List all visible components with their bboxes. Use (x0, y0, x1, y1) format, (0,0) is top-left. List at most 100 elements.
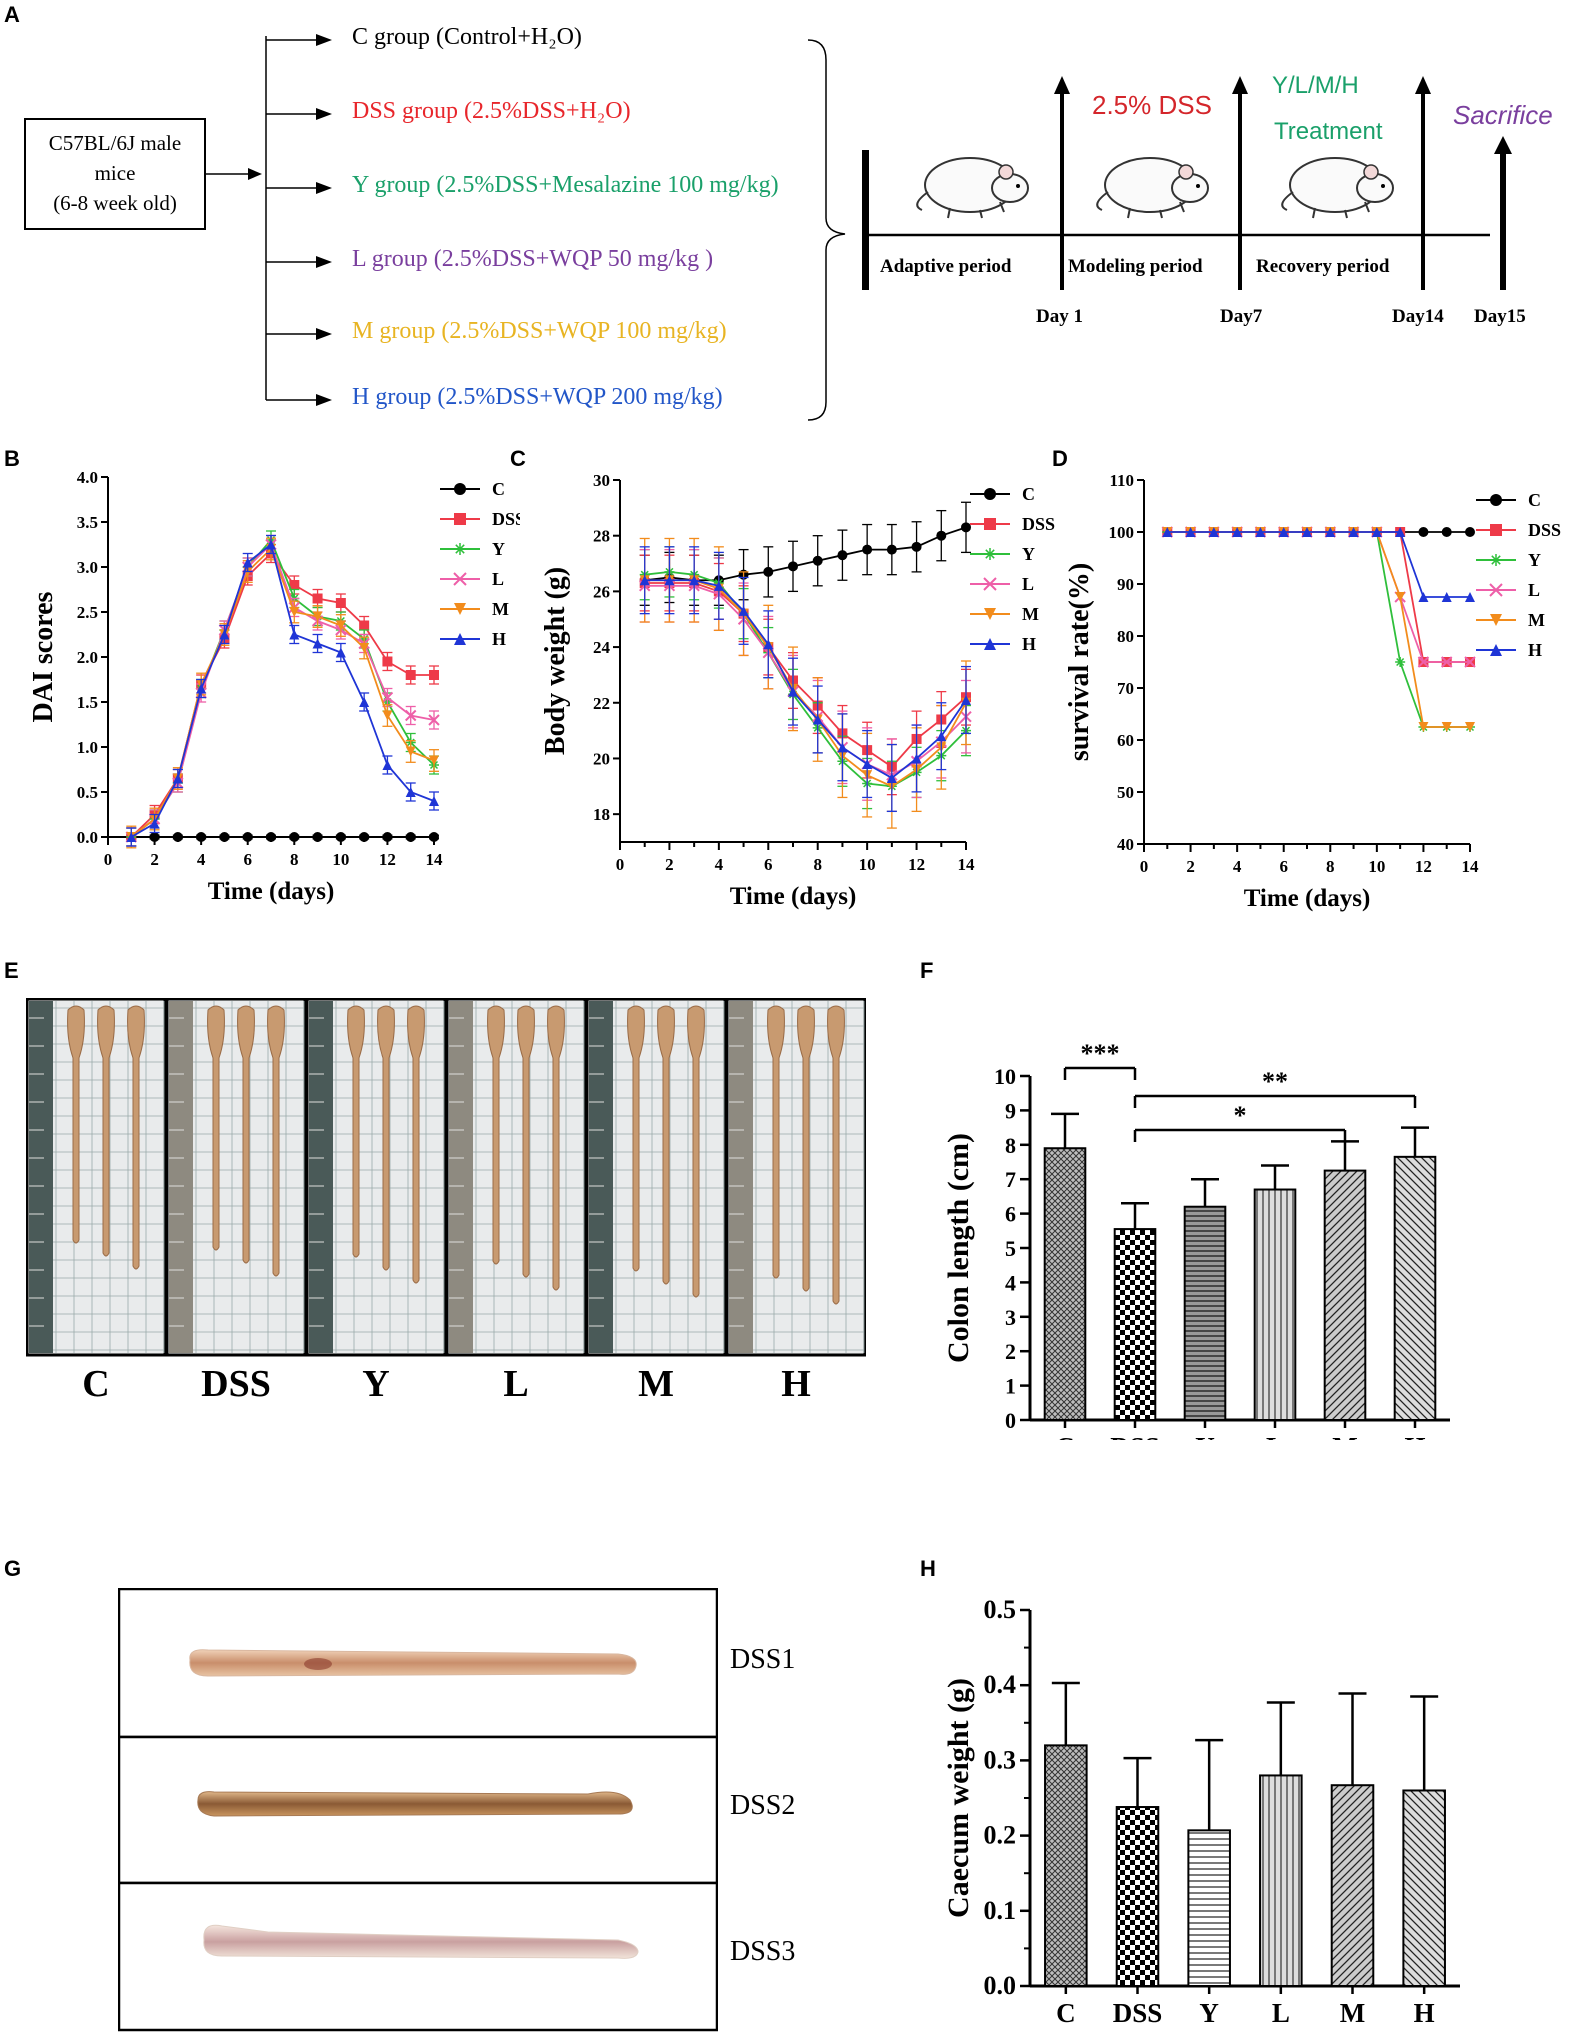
marker-m (429, 755, 439, 766)
series-dss: DSS (1162, 520, 1561, 667)
marker-h (242, 557, 253, 568)
ruler (309, 1001, 333, 1353)
marker-h (936, 731, 947, 742)
study-design-diagram (206, 34, 1512, 421)
series-y: Y (1162, 527, 1541, 732)
colon-specimen (267, 1005, 285, 1277)
y-axis-title: Caecum weight (g) (942, 1678, 975, 1918)
colon-photo-h (725, 998, 866, 1357)
x-tick-label: 4 (715, 855, 724, 874)
marker-c (1418, 527, 1429, 537)
legend-label: Y (1528, 550, 1541, 570)
marker-y (1395, 657, 1406, 667)
series-line (1167, 531, 1470, 598)
colon-specimen (97, 1005, 115, 1257)
marker-m (335, 620, 346, 631)
marker-c (149, 832, 160, 842)
y-tick-label: 3 (1005, 1305, 1016, 1330)
x-tick-label: 10 (1368, 857, 1385, 876)
marker-m (382, 710, 393, 721)
group-label-1: DSS group (2.5%DSS+H₂O) (352, 98, 631, 124)
marker-h (1162, 527, 1173, 537)
colon-specimen (657, 1005, 675, 1285)
y-tick-label: 40 (1117, 835, 1134, 854)
colon-specimen (347, 1005, 365, 1258)
series-l: L (639, 548, 1034, 813)
marker-dss (289, 580, 300, 590)
marker-c (196, 832, 207, 842)
x-tick-label: 0 (1140, 857, 1149, 876)
marker-h (1441, 592, 1452, 602)
marker-m (454, 603, 466, 615)
series-c: C (639, 484, 1035, 606)
marker-l (405, 709, 417, 722)
bar-c (1043, 1147, 1087, 1422)
marker-h (382, 760, 393, 770)
series-dss: DSS (126, 509, 520, 847)
marker-h (1395, 527, 1406, 537)
x-axis-title: Time (days) (730, 883, 857, 910)
marker-dss (312, 593, 323, 604)
colon-specimen (627, 1005, 645, 1272)
y-tick-label: 0.2 (984, 1821, 1017, 1850)
bar-y (1187, 1829, 1231, 1987)
panel-letter-c: C (510, 446, 526, 471)
series-line (644, 579, 967, 780)
marker-c (172, 832, 183, 842)
bar-l (1259, 1774, 1303, 1987)
marker-dss (335, 598, 346, 608)
series-m: M (126, 537, 509, 849)
marker-h (837, 742, 848, 753)
marker-c (219, 832, 230, 842)
mice-box-line1: C57BL/6J male (48, 131, 182, 155)
x-tick-label: DSS (1110, 1432, 1160, 1440)
marker-h (862, 759, 873, 770)
marker-c (788, 561, 798, 572)
marker-dss (359, 620, 370, 631)
x-tick-label: 2 (665, 855, 674, 874)
period-adaptive: Adaptive period (880, 256, 1012, 277)
marker-c (335, 832, 346, 842)
mice-box-line3: (6-8 week old) (53, 191, 177, 215)
y-tick-label: 0.3 (984, 1745, 1017, 1774)
colon-photo-l (445, 998, 587, 1357)
x-tick-label: 10 (859, 855, 876, 874)
colon-specimen (827, 1005, 845, 1305)
marker-h (1208, 527, 1219, 537)
ruler (729, 1001, 753, 1353)
marker-h (639, 575, 650, 586)
panel-letter-a: A (4, 2, 20, 27)
y-tick-label: 2.5 (77, 603, 98, 622)
marker-h (1371, 527, 1382, 537)
marker-h (405, 787, 416, 797)
dss-period-label: 2.5% DSS (1092, 90, 1212, 120)
x-tick-label: H (1414, 1998, 1435, 2028)
y-tick-label: 7 (1005, 1167, 1016, 1192)
y-tick-label: 28 (593, 527, 610, 546)
marker-l (1464, 656, 1476, 668)
caecum-photos (118, 1588, 718, 2032)
y-axis-title: Body weight (g) (540, 567, 571, 755)
colon-specimen (547, 1005, 565, 1291)
marker-dss (429, 670, 439, 680)
marker-h (454, 633, 466, 645)
x-tick-label: 8 (290, 850, 299, 869)
marker-y (984, 548, 996, 560)
x-tick-label: 6 (1279, 857, 1288, 876)
x-tick-label: Y (1199, 1998, 1219, 2028)
panel-letter-g: G (4, 1556, 22, 1581)
marker-h (713, 580, 724, 591)
y-tick-label: 5 (1005, 1236, 1016, 1261)
y-tick-label: 1.5 (77, 693, 98, 712)
y-tick-label: 30 (593, 471, 610, 490)
group-arrow-head (316, 108, 332, 120)
x-tick-label: 10 (332, 850, 349, 869)
series-l: L (125, 534, 504, 847)
legend-label: M (1022, 604, 1039, 624)
marker-c (936, 530, 947, 541)
marker-l (1417, 656, 1430, 668)
marker-h (689, 575, 700, 586)
significance-label: ** (1262, 1067, 1288, 1096)
x-tick-label: L (1266, 1432, 1284, 1440)
